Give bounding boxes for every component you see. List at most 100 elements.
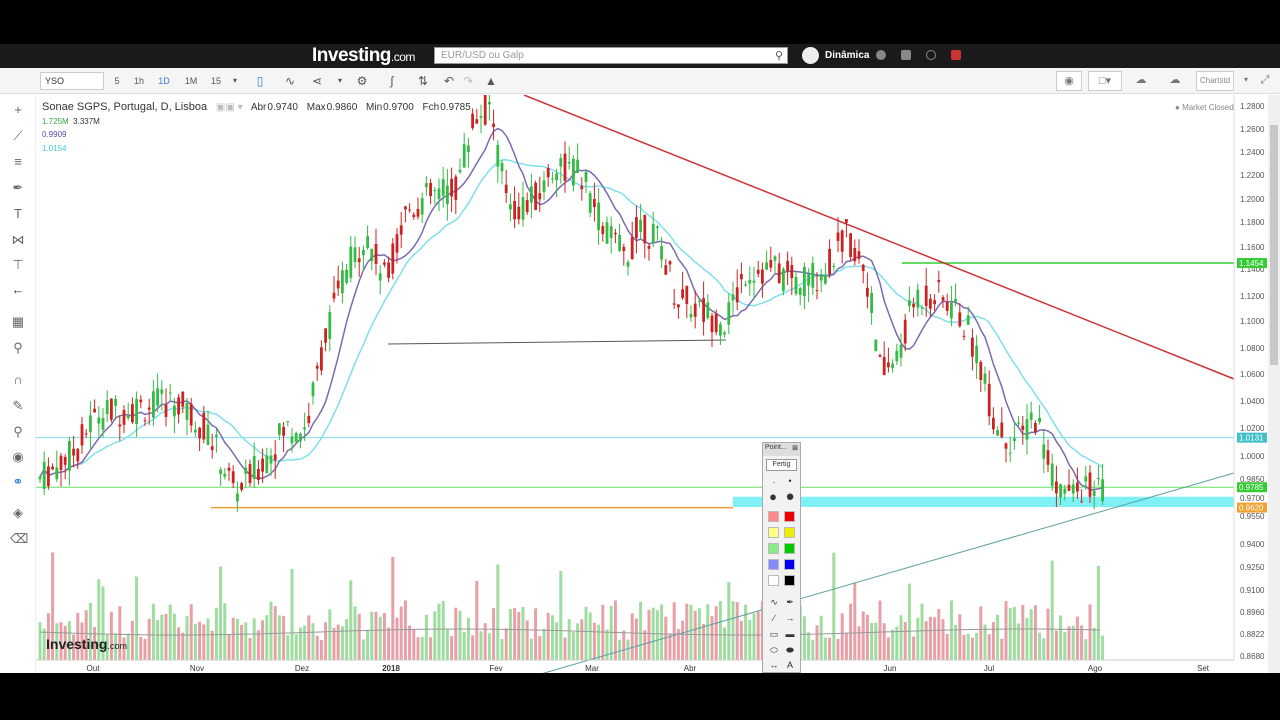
link-icon[interactable]: ⚭ — [12, 474, 24, 489]
arrow-tool-icon[interactable]: → — [785, 613, 795, 623]
fullscreen-icon[interactable]: ⤢ — [1260, 74, 1270, 86]
search-input[interactable]: EUR/USD ou Galp ⚲ — [434, 47, 788, 64]
candle-body — [605, 222, 609, 244]
layout-icon[interactable]: □▾ — [1088, 71, 1122, 91]
volume-bar — [223, 603, 227, 660]
palette-color-swatch[interactable] — [784, 575, 795, 586]
charts-dropdown-icon[interactable]: ▾ — [1243, 75, 1248, 84]
palette-color-swatch[interactable] — [768, 543, 779, 554]
rect-fill-icon[interactable]: ▬ — [785, 629, 795, 639]
back-arrow-icon[interactable]: ← — [11, 282, 25, 297]
zoom-icon[interactable]: ⚲ — [13, 340, 23, 355]
palette-close-icon[interactable]: ⊠ — [792, 445, 798, 452]
settings-icon[interactable]: ⚙ — [356, 74, 368, 88]
page-scrollbar[interactable] — [1268, 95, 1280, 673]
volume-bar — [966, 633, 970, 660]
measure-tool-icon[interactable]: ↔ — [769, 660, 779, 670]
dot-medium-icon[interactable]: • — [788, 476, 792, 486]
candle-body — [509, 204, 512, 210]
measure-icon[interactable]: ⊤ — [12, 257, 24, 272]
charts-button[interactable]: Chartstd — [1196, 71, 1234, 91]
candle-body — [105, 400, 109, 415]
legend-high: 0.9860 — [326, 102, 358, 113]
palette-color-swatch[interactable] — [784, 559, 795, 570]
brush-icon[interactable]: ✒ — [12, 180, 24, 195]
indicators-icon[interactable]: ∫ — [390, 74, 394, 88]
alert-icon[interactable]: ▲ — [485, 74, 497, 88]
redo-icon[interactable]: ↷ — [462, 74, 474, 88]
candle-style-icon[interactable]: ▯ — [256, 74, 264, 88]
volume-bar — [1046, 608, 1050, 660]
interval-15[interactable]: 15 — [210, 76, 221, 86]
line-style-icon[interactable]: ∿ — [284, 74, 296, 88]
dot-large-icon[interactable]: ● — [769, 489, 777, 504]
user-menu[interactable]: Dinâmica — [802, 47, 869, 64]
palette-color-swatch[interactable] — [768, 527, 779, 538]
cloud-save-icon[interactable]: ☁ — [1135, 74, 1147, 86]
dot-xl-icon[interactable]: ● — [785, 488, 795, 505]
interval-dropdown-icon[interactable]: ▾ — [232, 76, 237, 85]
clock-icon[interactable] — [926, 50, 936, 60]
palette-color-swatch[interactable] — [768, 559, 779, 570]
palette-color-swatch[interactable] — [784, 511, 795, 522]
legend-low-label: Min — [366, 102, 383, 113]
symbol-input[interactable]: YSO — [40, 72, 104, 90]
magnet-icon[interactable]: ∩ — [13, 372, 23, 387]
pencil-lock-icon[interactable]: ✎ — [12, 398, 24, 413]
legend-close: 0.9785 — [440, 102, 471, 113]
dot-small-icon[interactable]: · — [772, 477, 776, 487]
compare-icon[interactable]: ⇅ — [417, 74, 429, 88]
interval-1d[interactable]: 1D — [158, 76, 170, 86]
candle-body — [513, 200, 516, 220]
bars-style-icon[interactable]: ⋖ — [311, 74, 323, 88]
volume-bar — [849, 603, 853, 660]
time-tick-label: Jun — [884, 664, 897, 673]
cloud-load-icon[interactable]: ☁ — [1169, 74, 1181, 86]
style-dropdown-icon[interactable]: ▾ — [337, 76, 342, 85]
undo-icon[interactable]: ↶ — [443, 74, 455, 88]
palette-color-swatch[interactable] — [784, 543, 795, 554]
interval-1m[interactable]: 1M — [184, 76, 198, 86]
briefcase-icon[interactable] — [901, 50, 911, 60]
trash-icon[interactable]: ⌫ — [10, 531, 29, 546]
camera-icon[interactable]: ◉ — [1056, 71, 1082, 91]
volume-bar — [118, 606, 122, 660]
interval-1h[interactable]: 1h — [133, 76, 144, 86]
investing-logo[interactable]: Investing.com — [312, 45, 415, 66]
palette-color-swatch[interactable] — [784, 527, 795, 538]
palette-title[interactable]: Point... ⊠ — [763, 443, 800, 456]
pattern-icon[interactable]: ⋈ — [11, 232, 25, 247]
palette-done-button[interactable]: Fertig — [766, 459, 797, 471]
palette-color-swatch[interactable] — [768, 575, 779, 586]
neckline — [387, 339, 727, 345]
ellipse-tool-icon[interactable]: ⬭ — [770, 645, 778, 655]
volume-bar — [277, 615, 281, 660]
layers-icon[interactable]: ◈ — [13, 505, 23, 520]
volume-bar — [920, 603, 924, 660]
palette-color-swatch[interactable] — [768, 511, 779, 522]
text-palette-icon[interactable]: A — [786, 660, 793, 670]
flag-icon[interactable] — [951, 50, 961, 60]
line-tool-icon[interactable]: ∕ — [773, 613, 775, 623]
ruler-icon[interactable]: ▦ — [11, 314, 25, 329]
lock-icon[interactable]: ⚲ — [13, 424, 23, 439]
freehand-icon[interactable]: ∿ — [770, 597, 778, 607]
legend-settings-icon[interactable]: ▣▣ ▾ — [215, 102, 243, 113]
rect-tool-icon[interactable]: ▭ — [769, 629, 779, 639]
interval-5[interactable]: 5 — [114, 76, 120, 86]
trendline-icon[interactable]: ⟋ — [13, 128, 23, 143]
brush-tool-icon[interactable]: ✒ — [786, 597, 794, 607]
text-tool-icon[interactable]: T — [14, 206, 22, 221]
search-icon[interactable]: ⚲ — [774, 50, 783, 62]
scrollbar-thumb[interactable] — [1270, 125, 1278, 365]
price-chart[interactable]: 1.2800 1.2600 1.2400 1.2200 1.2000 1.1800 1.16… — [36, 95, 1280, 673]
bell-icon[interactable] — [876, 50, 886, 60]
fib-icon[interactable]: ≡ — [14, 154, 22, 169]
price-tick-label: 0.9700 — [1240, 494, 1265, 503]
eye-icon[interactable]: ◉ — [12, 449, 24, 464]
ellipse-fill-icon[interactable]: ⬬ — [786, 645, 794, 655]
candle-body — [51, 466, 54, 470]
candle-body — [450, 178, 453, 197]
crosshair-icon[interactable]: + — [14, 102, 22, 117]
candle-body — [399, 225, 403, 235]
